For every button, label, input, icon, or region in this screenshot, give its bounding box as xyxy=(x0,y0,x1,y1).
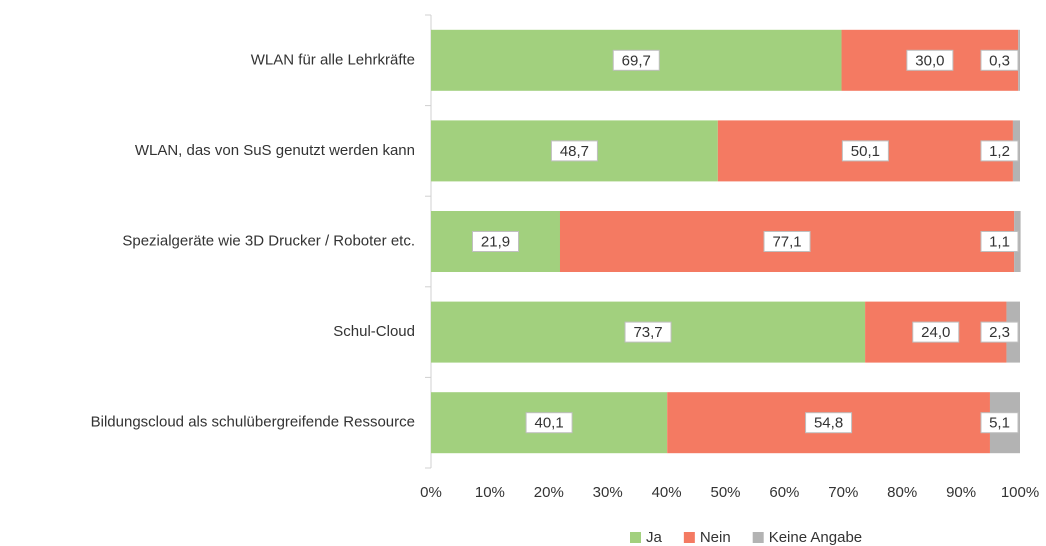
value-label: 54,8 xyxy=(814,415,843,432)
legend-label: Keine Angabe xyxy=(769,529,862,546)
x-tick-label: 10% xyxy=(475,484,505,501)
x-tick-label: 30% xyxy=(593,484,623,501)
value-label-box xyxy=(980,412,1019,434)
x-tick-label: 0% xyxy=(420,484,442,501)
legend-swatch xyxy=(752,532,764,543)
value-label: 77,1 xyxy=(772,233,801,250)
value-label: 0,3 xyxy=(989,52,1010,69)
legend-label: Nein xyxy=(700,529,731,546)
x-tick-label: 60% xyxy=(769,484,799,501)
value-label: 30,0 xyxy=(915,52,944,69)
value-label-box xyxy=(763,231,811,252)
legend-label: Ja xyxy=(646,529,663,546)
category-label: Bildungscloud als schulübergreifende Res… xyxy=(91,414,415,431)
value-label: 50,1 xyxy=(851,143,880,160)
category-label: Schul-Cloud xyxy=(333,323,415,340)
category-label: WLAN für alle Lehrkräfte xyxy=(251,51,415,68)
category-label: WLAN, das von SuS genutzt werden kann xyxy=(135,142,415,159)
value-label-box xyxy=(471,231,519,252)
value-label-box xyxy=(906,49,954,71)
legend-swatch xyxy=(630,532,641,543)
x-tick-label: 90% xyxy=(946,484,976,501)
value-label: 73,7 xyxy=(633,324,662,341)
value-label: 40,1 xyxy=(534,415,563,432)
value-label: 48,7 xyxy=(560,143,589,160)
value-label: 2,3 xyxy=(989,324,1010,341)
value-label-box xyxy=(841,140,889,162)
value-label-box xyxy=(550,140,598,162)
x-tick-label: 20% xyxy=(534,484,564,501)
value-label-box xyxy=(980,140,1019,162)
value-label-box xyxy=(624,321,672,343)
value-label: 69,7 xyxy=(622,52,651,69)
x-tick-label: 50% xyxy=(710,484,740,501)
x-tick-label: 80% xyxy=(887,484,917,501)
value-label: 1,1 xyxy=(989,233,1010,250)
bar-segment xyxy=(1018,29,1020,91)
value-label-box xyxy=(805,412,853,434)
value-label-box xyxy=(525,412,573,434)
value-label: 21,9 xyxy=(481,233,510,250)
legend-swatch xyxy=(683,532,695,543)
value-label-box xyxy=(912,321,960,343)
value-label-box xyxy=(612,49,660,71)
x-tick-label: 100% xyxy=(1001,484,1039,501)
value-label-box xyxy=(980,49,1019,71)
value-label: 5,1 xyxy=(989,415,1010,432)
value-label: 1,2 xyxy=(989,143,1010,160)
value-label-box xyxy=(980,321,1019,343)
value-label: 24,0 xyxy=(921,324,950,341)
value-label-box xyxy=(980,231,1019,252)
x-tick-label: 70% xyxy=(828,484,858,501)
x-tick-label: 40% xyxy=(652,484,682,501)
category-label: Spezialgeräte wie 3D Drucker / Roboter e… xyxy=(122,232,415,249)
